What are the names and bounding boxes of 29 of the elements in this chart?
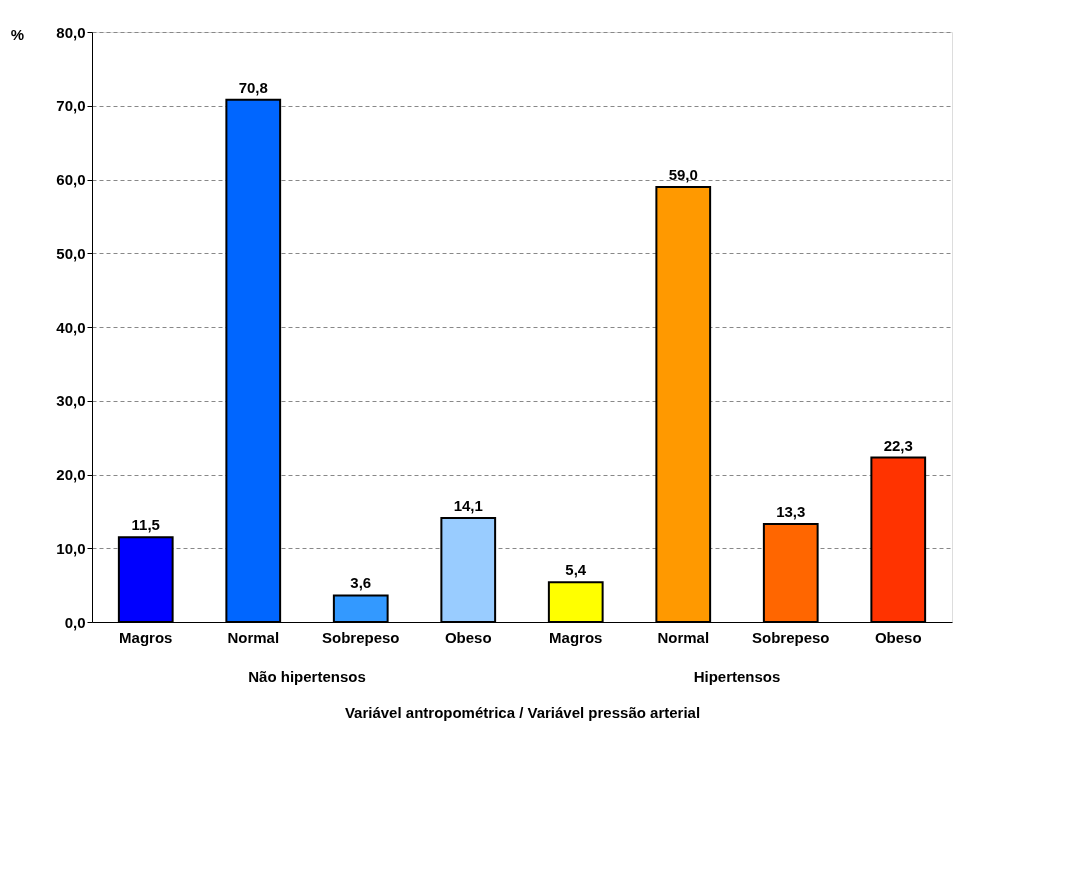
text: Não hipertensos [248,668,366,685]
data-label: 14,1 [453,497,483,515]
y-tick-label: 60,0 [56,171,86,188]
data-label: 3,6 [350,574,372,592]
x-tick-label: Normal [227,628,280,646]
x-tick-label: Sobrepeso [321,628,400,646]
data-label: 22,3 [883,436,913,454]
data-label: 11,5 [131,516,160,534]
data-label: 13,3 [776,502,806,520]
x-tick-label: Sobrepeso [751,628,830,646]
data-label: 59,0 [668,165,698,183]
y-tick-label: 0,0 [64,613,86,631]
x-axis-title: Variável antropométrica / Variável pressão arterial [344,703,701,721]
data-label: 5,4 [565,561,587,579]
text: Hipertensos [693,668,781,685]
data-label: 70,8 [238,78,268,96]
y-tick-label: 30,0 [56,392,86,410]
y-tick-label: 40,0 [56,318,86,336]
y-tick-label: 20,0 [56,466,86,483]
x-tick-label: Obeso [444,628,492,646]
y-tick-label: 10,0 [56,539,86,557]
y-tick-label: 80,0 [56,23,86,41]
y-tick-label: 70,0 [56,97,86,115]
y-axis-title: % [10,25,25,43]
x-tick-label: Normal [657,628,710,646]
x-tick-label: Obeso [874,628,922,646]
x-tick-label: Magros [119,628,173,646]
y-tick-label: 50,0 [56,244,86,262]
x-tick-label: Magros [549,628,603,646]
